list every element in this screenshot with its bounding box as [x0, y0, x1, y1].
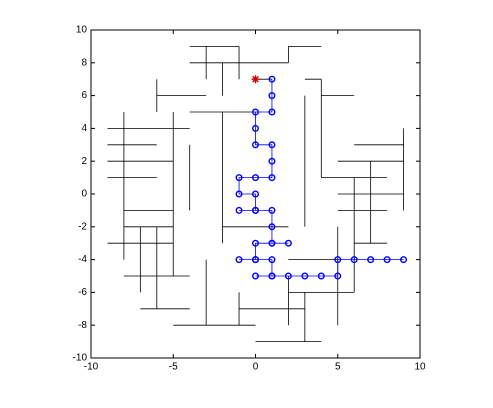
x-tick-label: 10: [414, 362, 426, 373]
marker: [251, 206, 259, 214]
series-line: [238, 79, 404, 277]
y-tick-label: -2: [78, 221, 87, 232]
y-tick-label: -8: [78, 320, 87, 331]
marker: [235, 190, 243, 198]
marker: [251, 190, 259, 198]
marker: [251, 256, 259, 264]
marker: [301, 272, 309, 280]
marker: [251, 239, 259, 247]
star-marker: [251, 75, 260, 84]
series-line: [107, 46, 404, 342]
marker: [235, 256, 243, 264]
marker: [268, 239, 276, 247]
x-tick-label: -5: [169, 362, 178, 373]
x-tick-label: 5: [335, 362, 341, 373]
x-tick-label: 0: [253, 362, 259, 373]
marker: [268, 174, 276, 182]
marker: [268, 141, 276, 149]
y-tick-label: 2: [81, 156, 87, 167]
marker: [268, 75, 276, 83]
y-tick-label: 8: [81, 57, 87, 68]
marker: [268, 108, 276, 116]
y-tick-label: -10: [73, 353, 88, 364]
marker: [284, 239, 292, 247]
marker: [251, 272, 259, 280]
y-tick-label: 6: [81, 90, 87, 101]
marker: [268, 92, 276, 100]
marker: [251, 174, 259, 182]
marker: [268, 157, 276, 165]
marker: [334, 256, 342, 264]
marker: [383, 256, 391, 264]
marker: [235, 206, 243, 214]
x-tick-label: -10: [84, 362, 99, 373]
marker: [268, 272, 276, 280]
y-tick-label: 0: [81, 189, 87, 200]
y-tick-label: 4: [81, 123, 87, 134]
marker: [268, 256, 276, 264]
y-tick-label: -4: [78, 254, 87, 265]
marker: [334, 272, 342, 280]
y-tick-label: 10: [76, 25, 88, 36]
marker: [251, 108, 259, 116]
y-tick-label: -6: [78, 287, 87, 298]
marker: [268, 206, 276, 214]
marker: [317, 272, 325, 280]
marker: [235, 174, 243, 182]
marker: [251, 124, 259, 132]
marker: [367, 256, 375, 264]
marker: [400, 256, 408, 264]
marker: [251, 141, 259, 149]
marker: [268, 223, 276, 231]
marker: [350, 256, 358, 264]
marker: [284, 272, 292, 280]
